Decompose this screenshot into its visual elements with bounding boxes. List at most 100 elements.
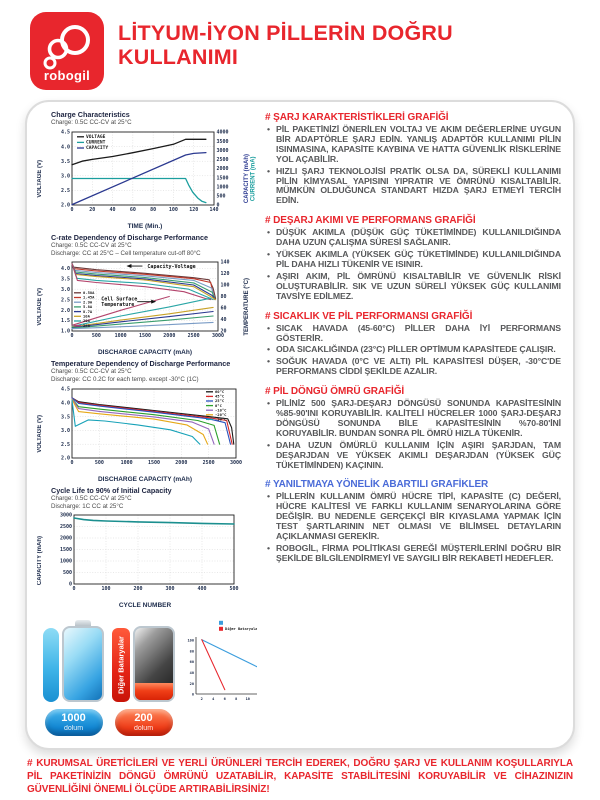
svg-text:500: 500 (92, 333, 101, 339)
svg-text:2000: 2000 (175, 460, 187, 466)
svg-text:140: 140 (209, 207, 218, 213)
pill-unit: dolum (133, 725, 154, 733)
cycles-pill-200: 200 dolum (114, 709, 173, 737)
bullet-item: PİLLERİN KULLANIM ÖMRÜ HÜCRE TİPİ, KAPAS… (265, 492, 561, 542)
chart-subtitle: Charge: 0.5C CC-CV at 25°C (51, 368, 132, 376)
svg-text:0: 0 (70, 460, 73, 466)
svg-text:500: 500 (95, 460, 104, 466)
bullet-item: SOĞUK HAVADA (0°C VE ALTI) PİL KAPASİTES… (265, 356, 561, 377)
bullet-item: ROBOGİL, FİRMA POLİTİKASI GEREĞİ MÜŞTERİ… (265, 543, 561, 564)
blue-capacity-bar (43, 628, 59, 703)
charge-characteristics-chart: Charge Characteristics Charge: 0.5C CC-C… (37, 110, 257, 230)
svg-text:2.0: 2.0 (61, 455, 70, 461)
robogil-logo: robogil (30, 12, 104, 90)
bullet-item: AŞIRI AKIM, PİL ÖMRÜNÜ KISALTABİLİR VE G… (265, 271, 561, 302)
svg-text:2.0: 2.0 (61, 308, 70, 314)
comparison-mini-chart: 02040608010024681012Diğer Bataryalar (188, 621, 257, 701)
svg-text:60: 60 (221, 306, 227, 312)
svg-text:20: 20 (89, 207, 95, 213)
svg-text:3500: 3500 (217, 139, 229, 145)
svg-text:10: 10 (246, 697, 250, 701)
y-axis-label: VOLTAGE (V) (37, 288, 43, 327)
svg-text:0: 0 (192, 693, 194, 697)
section-heading: # ŞARJ KARAKTERİSTİKLERİ GRAFİĞİ (265, 112, 449, 123)
chart-subtitle: Charge: 0.5C CC-CV at 25°C (51, 119, 132, 126)
svg-text:4.5: 4.5 (61, 129, 70, 135)
svg-text:100: 100 (169, 207, 178, 213)
svg-text:3000: 3000 (217, 148, 229, 154)
svg-text:3.5: 3.5 (61, 277, 70, 283)
charge-plot: 2.02.53.03.54.04.50 20 40 60 80 100 120 1400500… (61, 129, 229, 213)
bullet-list: PİLLERİN KULLANIM ÖMRÜ HÜCRE TİPİ, KAPAS… (265, 492, 561, 563)
svg-text:5.8A: 5.8A (83, 304, 93, 309)
svg-text:120: 120 (221, 271, 230, 277)
right-axis-labels: TEMPERATURE (°C) (244, 278, 251, 336)
svg-text:3000: 3000 (60, 513, 72, 519)
right-axis-labels: CAPACITY (mAh) CURRENT (mA) (244, 154, 257, 203)
svg-text:3.5: 3.5 (61, 414, 70, 420)
svg-text:80: 80 (190, 650, 194, 654)
svg-text:20: 20 (190, 682, 194, 686)
svg-text:2500: 2500 (217, 157, 229, 163)
svg-text:500: 500 (217, 193, 226, 199)
logo-text: robogil (43, 68, 91, 83)
svg-text:Capacity-Voltage: Capacity-Voltage (147, 264, 195, 270)
svg-text:3.0: 3.0 (61, 287, 70, 293)
svg-text:0: 0 (69, 582, 72, 588)
bullet-item: PİLİNİZ 500 ŞARJ-DEŞARJ DÖNGÜSÜ SONUNDA … (265, 398, 561, 439)
y-axis-label: VOLTAGE (V) (37, 159, 43, 198)
svg-text:2500: 2500 (60, 524, 72, 530)
pill-unit: dolum (63, 725, 84, 733)
bullet-item: HIZLI ŞARJ TEKNOLOJİSİ PRATİK OLSA DA, S… (265, 166, 561, 207)
svg-text:200: 200 (133, 586, 142, 592)
svg-text:60: 60 (190, 660, 194, 664)
section-cycle-life: # PİL DÖNGÜ ÖMRÜ GRAFİĞİ PİLİNİZ 500 ŞAR… (265, 386, 561, 470)
svg-text:0: 0 (72, 586, 75, 592)
svg-text:1500: 1500 (217, 175, 229, 181)
x-axis-label: CYCLE NUMBER (118, 602, 172, 610)
svg-text:60: 60 (130, 207, 136, 213)
svg-text:Diğer Bataryalar: Diğer Bataryalar (225, 627, 257, 631)
chart-subtitle: Charge: 0.5C CC-CV at 25°C (51, 241, 132, 249)
svg-text:25°C: 25°C (215, 398, 224, 403)
svg-text:8: 8 (235, 697, 237, 701)
section-heading: # DEŞARJ AKIMI VE PERFORMANS GRAFİĞİ (265, 215, 476, 227)
charts-column: Charge Characteristics Charge: 0.5C CC-C… (37, 110, 257, 742)
svg-text:2.5: 2.5 (61, 188, 70, 194)
svg-text:140: 140 (221, 260, 230, 266)
svg-text:26A: 26A (83, 323, 91, 328)
svg-text:40: 40 (190, 671, 194, 675)
full-battery-icon (62, 626, 104, 703)
svg-text:8.7A: 8.7A (83, 309, 93, 314)
battery-comparison-graphic: 1000 dolum Diğer Bataryalar 200 dolum (37, 618, 257, 737)
svg-text:10A: 10A (83, 314, 91, 319)
x-axis-label: TIME (Min.) (127, 222, 163, 230)
svg-text:VOLTAGE: VOLTAGE (86, 134, 106, 140)
x-axis-label: DISCHARGE CAPACITY (mAh) (97, 349, 192, 357)
bullet-list: DÜŞÜK AKIMLA (DÜŞÜK GÜÇ TÜKETİMİNDE) KUL… (265, 227, 561, 302)
svg-text:4.5: 4.5 (61, 386, 70, 392)
svg-text:4.0: 4.0 (61, 400, 70, 406)
svg-text:Temperature: Temperature (101, 302, 134, 308)
svg-text:3.5: 3.5 (61, 159, 70, 165)
svg-text:6: 6 (224, 697, 226, 701)
svg-text:2500: 2500 (188, 333, 200, 339)
svg-text:20: 20 (221, 329, 227, 335)
y-axis-label: VOLTAGE (V) (37, 414, 43, 453)
svg-text:1500: 1500 (60, 547, 72, 553)
chart-subtitle: Discharge: CC 0.2C for each temp. except… (51, 376, 199, 383)
svg-text:2000: 2000 (217, 166, 229, 172)
temperature-plot: 2.0 2.5 3.0 3.5 4.0 4.5 0 500 1000 1500 2000 2500 30… (61, 386, 242, 466)
svg-text:1000: 1000 (60, 559, 72, 565)
svg-text:2500: 2500 (203, 460, 215, 466)
bullet-list: PİL PAKETİNİZİ ÖNERİLEN VOLTAJ VE AKIM D… (265, 124, 561, 207)
svg-text:20A: 20A (83, 318, 91, 323)
other-battery-group: Diğer Bataryalar 200 dolum (112, 618, 175, 737)
chart-title: Temperature Dependency of Discharge Perf… (51, 359, 231, 369)
svg-text:-20°C: -20°C (215, 412, 226, 417)
cycle-life-chart: Cycle Life to 90% of Initial Capacity Ch… (37, 486, 257, 610)
svg-text:CURRENT: CURRENT (86, 139, 106, 145)
svg-text:1000: 1000 (217, 184, 229, 190)
svg-text:120: 120 (189, 207, 198, 213)
svg-text:4000: 4000 (217, 129, 229, 135)
